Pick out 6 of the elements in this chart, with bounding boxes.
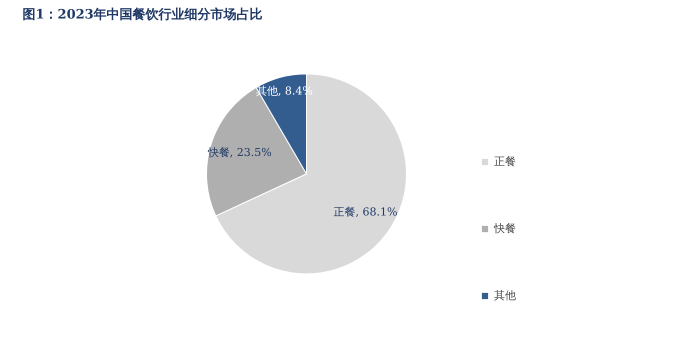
chart-title: 图1：2023年中国餐饮行业细分市场占比 [22,6,263,22]
legend-label: 正餐 [494,154,516,169]
data-label: 正餐, 68.1% [334,205,398,218]
legend-label: 其他 [494,288,516,303]
legend-label: 快餐 [494,221,516,236]
data-label: 快餐, 23.5% [206,146,272,160]
